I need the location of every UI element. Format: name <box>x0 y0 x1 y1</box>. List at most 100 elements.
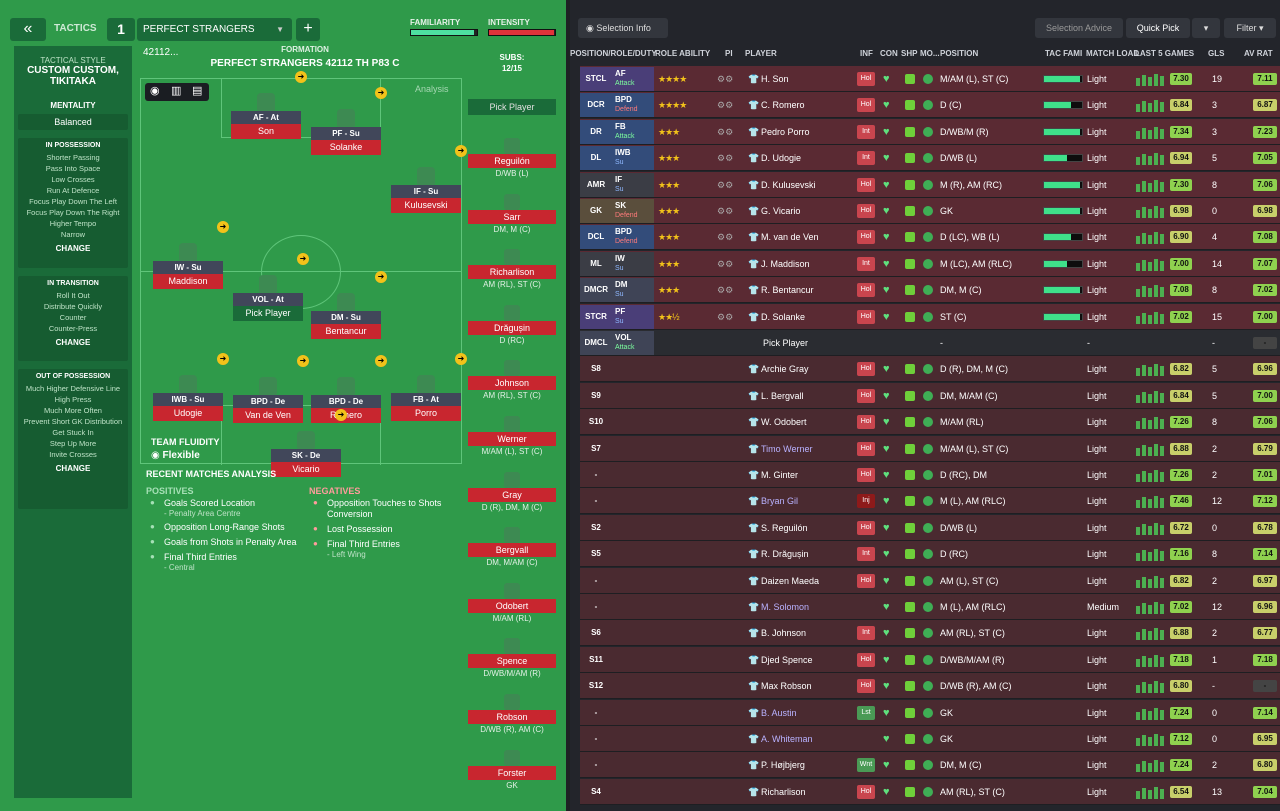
player-name[interactable]: B. Johnson <box>761 628 807 639</box>
pitch-player[interactable]: BPD - De Van de Ven ➜ <box>233 355 309 423</box>
role-duty[interactable]: FB Attack <box>612 119 654 144</box>
pi-icon[interactable]: ⚙⚙ <box>717 285 734 296</box>
column-header[interactable]: SHP <box>901 49 918 58</box>
role-duty[interactable]: VOL Attack <box>612 331 654 355</box>
column-header[interactable]: POSITION <box>940 49 979 58</box>
player-name[interactable]: Son <box>231 124 301 139</box>
player-name[interactable]: Pick Player <box>233 306 303 321</box>
player-row[interactable]: GK SK Defend ★★★ ⚙⚙ 👕 G. Vicario Hol ♥ GK Light 6.9… <box>580 198 1280 224</box>
sub-pick-player[interactable]: Pick Player <box>468 99 556 115</box>
sub-player-name[interactable]: Reguilón <box>468 154 556 168</box>
pitch-player[interactable]: IF - Su Kulusevski ➜ <box>391 145 467 213</box>
pi-icon[interactable]: ⚙⚙ <box>717 258 734 269</box>
role-duty[interactable]: SK Defend <box>612 199 654 223</box>
player-row[interactable]: DCL BPD Defend ★★★ ⚙⚙ 👕 M. van de Ven Hol ♥ D (LC… <box>580 224 1280 251</box>
player-name[interactable]: M. Solomon <box>761 602 810 612</box>
pi-icon[interactable]: ⚙⚙ <box>717 126 734 137</box>
player-row[interactable]: - 👕 A. Whiteman ♥ GK Light 7.12 0 6.95 <box>580 726 1280 752</box>
player-name[interactable]: C. Romero <box>761 100 805 111</box>
player-name[interactable]: Vicario <box>271 462 341 477</box>
pitch-player[interactable]: DM - Su Bentancur ➜ <box>311 271 387 339</box>
sub-player-name[interactable]: Bergvall <box>468 543 556 558</box>
role-duty[interactable]: IF Su <box>612 172 654 197</box>
player-role[interactable]: FB - At <box>391 393 461 406</box>
sub-player-name[interactable]: Forster <box>468 765 556 780</box>
player-row[interactable]: S9 👕 L. Bergvall Hol ♥ DM, M/AM (C) Light 6.84 5… <box>580 382 1280 409</box>
player-row[interactable]: STCR PF Su ★★½ ⚙⚙ 👕 D. Solanke Hol ♥ ST (C) Light 7… <box>580 303 1280 330</box>
position-slot[interactable]: STCR <box>580 304 612 329</box>
position-slot[interactable]: S7 <box>591 443 601 453</box>
position-slot[interactable]: S4 <box>591 786 601 796</box>
player-name[interactable]: Timo Werner <box>761 443 813 454</box>
add-tactic-button[interactable]: + <box>296 18 320 41</box>
position-slot[interactable]: S5 <box>591 549 601 559</box>
position-slot[interactable]: STCL <box>580 67 612 91</box>
sub-player[interactable]: Johnson AM (RL), ST (C) <box>468 360 556 401</box>
filter-button[interactable]: Filter ▾ <box>1224 18 1276 38</box>
position-slot[interactable]: DL <box>580 146 612 171</box>
player-row[interactable]: - 👕 Daizen Maeda Hol ♥ AM (L), ST (C) Light 6.8… <box>580 567 1280 594</box>
player-row[interactable]: S10 👕 W. Odobert Hol ♥ M/AM (RL) Light 7.26 8 7.0… <box>580 409 1280 436</box>
sub-player[interactable]: Richarlison AM (RL), ST (C) <box>468 249 556 290</box>
tactic-slot-number[interactable]: 1 <box>107 18 135 41</box>
sub-player-name[interactable]: Drăgușin <box>468 320 556 335</box>
player-name[interactable]: Djed Spence <box>761 654 813 665</box>
player-name[interactable]: D. Solanke <box>761 311 806 322</box>
player-row[interactable]: S11 👕 Djed Spence Hol ♥ D/WB/M/AM (R) Light 7.1… <box>580 646 1280 673</box>
player-row[interactable]: DL IWB Su ★★★ ⚙⚙ 👕 D. Udogie Int ♥ D/WB (L) Light 6… <box>580 145 1280 172</box>
player-role[interactable]: BPD - De <box>233 395 303 408</box>
player-role[interactable]: AF - At <box>231 111 301 124</box>
column-header[interactable]: PI <box>725 49 733 58</box>
sub-player[interactable]: Reguilón D/WB (L) <box>468 138 556 179</box>
player-name[interactable]: P. Højbjerg <box>761 760 805 771</box>
sub-player-name[interactable]: Sarr <box>468 209 556 224</box>
player-row[interactable]: - 👕 M. Ginter Hol ♥ D (RC), DM Light 7.26 2 7.01 <box>580 462 1280 488</box>
column-header[interactable]: TAC FAMI <box>1045 49 1083 58</box>
player-row[interactable]: S2 👕 S. Reguilón Hol ♥ D/WB (L) Light 6.72 0 6.78 <box>580 514 1280 541</box>
player-name[interactable]: Richarlison <box>761 786 806 797</box>
role-duty[interactable]: IW Su <box>612 251 654 276</box>
column-header[interactable]: MO... <box>920 49 940 58</box>
position-slot[interactable]: DR <box>580 119 612 144</box>
player-row[interactable]: S7 👕 Timo Werner Hol ♥ M/AM (L), ST (C) Light 6… <box>580 435 1280 462</box>
pi-icon[interactable]: ⚙⚙ <box>717 153 734 164</box>
player-row[interactable]: S12 👕 Max Robson Hol ♥ D/WB (R), AM (C) Light 6… <box>580 673 1280 700</box>
pitch-player[interactable]: AF - At Son ➜ <box>231 71 307 139</box>
pi-icon[interactable]: ⚙⚙ <box>717 206 734 216</box>
player-role[interactable]: DM - Su <box>311 311 381 324</box>
player-role[interactable]: IF - Su <box>391 185 461 198</box>
sub-player-name[interactable]: Spence <box>468 654 556 669</box>
player-name[interactable]: Daizen Maeda <box>761 575 820 586</box>
player-name[interactable]: Solanke <box>311 140 381 155</box>
stats-icon[interactable]: ▥ <box>171 85 182 97</box>
player-name[interactable]: D. Udogie <box>761 153 802 164</box>
sub-player[interactable]: Odobert M/AM (RL) <box>468 582 556 624</box>
sub-player-name[interactable]: Johnson <box>468 376 556 391</box>
pitch-player[interactable]: FB - At Porro ➜ <box>391 353 467 421</box>
pitch-player[interactable]: SK - De Vicario ➜ <box>271 409 347 477</box>
position-slot[interactable]: S9 <box>591 390 601 400</box>
player-name[interactable]: S. Reguilón <box>761 522 808 533</box>
column-header[interactable]: MATCH LOAD <box>1086 49 1140 58</box>
pi-icon[interactable]: ⚙⚙ <box>717 179 734 190</box>
player-row[interactable]: - 👕 P. Højbjerg Wnt ♥ DM, M (C) Light 7.24 2 6.80 <box>580 752 1280 779</box>
player-row[interactable]: DMCR DM Su ★★★ ⚙⚙ 👕 R. Bentancur Hol ♥ DM, M (C) L… <box>580 277 1280 304</box>
player-name[interactable]: R. Bentancur <box>761 285 814 296</box>
position-slot[interactable]: DMCL <box>580 331 612 355</box>
position-slot[interactable]: S6 <box>591 628 601 638</box>
quick-pick-button[interactable]: Quick Pick <box>1126 18 1190 38</box>
player-name[interactable]: W. Odobert <box>761 417 807 428</box>
player-role[interactable]: IW - Su <box>153 261 223 274</box>
player-row[interactable]: S4 👕 Richarlison Hol ♥ AM (RL), ST (C) Light 6.… <box>580 778 1280 805</box>
position-slot[interactable]: ML <box>580 251 612 276</box>
sub-player[interactable]: Werner M/AM (L), ST (C) <box>468 416 556 457</box>
player-name[interactable]: Archie Gray <box>761 364 809 375</box>
player-row[interactable]: ML IW Su ★★★ ⚙⚙ 👕 J. Maddison Int ♥ M (LC), AM (R… <box>580 250 1280 277</box>
role-duty[interactable]: AF Attack <box>612 67 654 91</box>
sub-player[interactable]: Forster GK <box>468 749 556 791</box>
position-slot[interactable]: S12 <box>588 681 604 691</box>
player-role[interactable]: VOL - At <box>233 293 303 306</box>
pitch-player[interactable]: PF - Su Solanke ➜ <box>311 87 387 155</box>
position-slot[interactable]: - <box>594 496 598 506</box>
player-name[interactable]: Porro <box>391 406 461 421</box>
